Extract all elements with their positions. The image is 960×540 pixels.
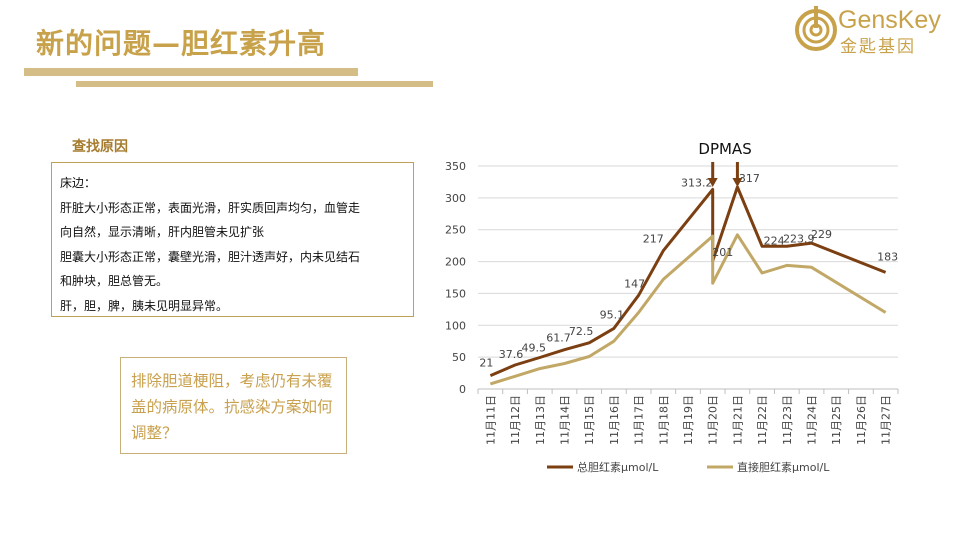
brand-name: GensKey (838, 6, 941, 34)
legend-label: 总胆红素μmol/L (577, 460, 659, 474)
brand-logo: GensKey 金匙基因 (794, 4, 954, 57)
data-label: 95.1 (600, 308, 625, 321)
x-tick-label: 11月11日 (484, 395, 497, 445)
x-tick-label: 11月24日 (806, 395, 819, 445)
bilirubin-line-chart: 0 50 100 150 200 250 300 350 11月11日 11月12日 11月13日 1… (445, 140, 899, 474)
y-tick-label: 200 (445, 256, 466, 269)
data-label: 317 (739, 172, 760, 185)
x-tick-label: 11月25日 (830, 395, 843, 445)
data-label: 49.5 (522, 341, 547, 354)
x-tick-label: 11月20日 (707, 395, 720, 445)
y-tick-label: 350 (445, 160, 466, 173)
x-tick-label: 11月16日 (608, 395, 621, 445)
x-tick-label: 11月14日 (558, 395, 571, 445)
findings-line: 床边： (60, 176, 97, 190)
data-label: 201 (712, 246, 733, 259)
findings-line: 和肿块，胆总管无。 (60, 274, 169, 288)
page-title: 新的问题—胆红素升高 (36, 27, 327, 60)
data-label: 223.9 (783, 232, 815, 245)
x-tick-label: 11月27日 (880, 395, 893, 445)
data-label: 37.6 (499, 348, 524, 361)
annotation-arrow-head (732, 178, 743, 187)
title-underline-bar-secondary (76, 81, 433, 87)
title-underline-bar (24, 68, 358, 76)
y-tick-label: 100 (445, 319, 466, 332)
annotation-arrow-head (707, 178, 718, 187)
brand-subtitle: 金匙基因 (840, 37, 916, 57)
data-label: 183 (877, 250, 898, 263)
x-tick-label: 11月22日 (756, 395, 769, 445)
findings-line: 肝脏大小形态正常，表面光滑，肝实质回声均匀，血管走 (60, 200, 361, 215)
y-tick-label: 300 (445, 192, 466, 205)
data-label: 61.7 (546, 332, 571, 345)
series-line-total-bilirubin (489, 185, 887, 377)
key-logo-icon (795, 6, 837, 51)
findings-line: 肝，胆，脾，胰未见明显异常。 (60, 298, 229, 313)
x-tick-label: 11月15日 (583, 395, 596, 445)
x-tick-label: 11月13日 (534, 395, 547, 445)
y-tick-label: 0 (459, 383, 466, 396)
x-tick-label: 11月18日 (657, 395, 670, 445)
y-tick-label: 150 (445, 287, 466, 300)
x-tick-label: 11月26日 (855, 395, 868, 445)
y-tick-label: 250 (445, 224, 466, 237)
annotation-label: DPMAS (698, 140, 751, 158)
series-line-direct-bilirubin (489, 233, 887, 386)
x-tick-label: 11月12日 (509, 395, 522, 445)
data-label: 217 (643, 233, 664, 246)
x-tick-label: 11月21日 (731, 395, 744, 445)
y-tick-label: 50 (452, 351, 466, 364)
section-label: 查找原因 (72, 139, 128, 155)
data-label: 147 (624, 277, 645, 290)
data-label: 313.2 (681, 176, 713, 189)
conclusion-box: 排除胆道梗阻，考虑仍有未覆盖的病原体。抗感染方案如何调整？ (120, 357, 347, 454)
data-label: 229 (811, 228, 832, 241)
data-label: 21 (479, 357, 493, 370)
findings-line: 胆囊大小形态正常，囊壁光滑，胆汁透声好，内未见结石 (60, 249, 361, 264)
legend-label: 直接胆红素μmol/L (737, 460, 830, 474)
x-tick-label: 11月19日 (682, 395, 695, 445)
findings-box: 床边： 肝脏大小形态正常，表面光滑，肝实质回声均匀，血管走 向自然，显示清晰，肝… (51, 162, 414, 317)
x-tick-label: 11月23日 (781, 395, 794, 445)
data-label: 72.5 (569, 325, 594, 338)
data-label: 224 (764, 234, 785, 247)
x-tick-label: 11月17日 (633, 395, 646, 445)
findings-line: 向自然，显示清晰，肝内胆管未见扩张 (60, 225, 265, 239)
